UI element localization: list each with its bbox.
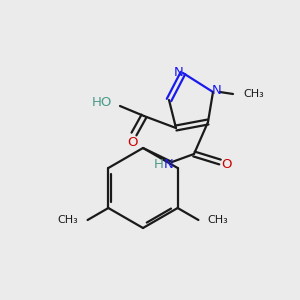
Text: HO: HO bbox=[92, 97, 112, 110]
Text: H: H bbox=[154, 158, 164, 172]
Text: CH₃: CH₃ bbox=[207, 215, 228, 225]
Text: N: N bbox=[164, 158, 174, 172]
Text: O: O bbox=[222, 158, 232, 172]
Text: CH₃: CH₃ bbox=[58, 215, 79, 225]
Text: N: N bbox=[174, 65, 184, 79]
Text: O: O bbox=[127, 136, 137, 148]
Text: N: N bbox=[212, 85, 222, 98]
Text: CH₃: CH₃ bbox=[243, 89, 264, 99]
